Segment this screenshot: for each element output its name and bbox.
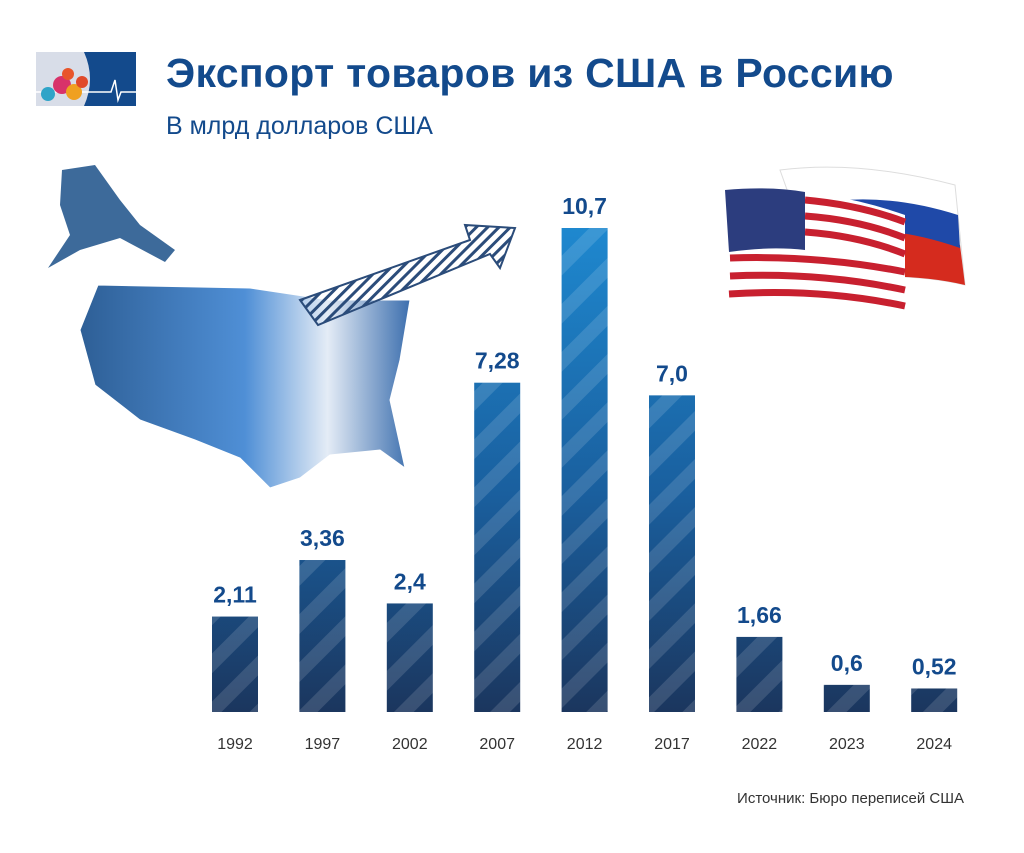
bar-stripes [649,395,695,712]
x-tick-label: 1997 [305,736,341,753]
x-tick-label: 1992 [217,736,253,753]
data-label: 2,11 [213,582,257,608]
x-tick-label: 2017 [654,736,690,753]
x-tick-label: 2023 [829,736,865,753]
us-russia-flags-illustration [725,166,966,310]
chart-title: Экспорт товаров из США в Россию [166,50,894,96]
data-label: 1,66 [737,602,782,628]
data-label: 7,0 [656,360,688,386]
data-label: 10,7 [562,193,607,219]
bar-stripes [386,603,433,712]
x-tick-label: 2007 [479,736,515,753]
data-label: 2,4 [394,568,426,594]
bar-stripes [736,636,783,712]
usa-map-illustration [48,165,517,489]
x-tick-label: 2002 [392,736,428,753]
bar-stripes [474,382,521,712]
logo [36,52,136,106]
x-tick-label: 2012 [567,736,603,753]
source-note: Источник: Бюро переписей США [737,790,964,807]
x-tick-label: 2022 [742,736,778,753]
data-label: 3,36 [300,525,345,551]
bar-stripes [823,684,870,712]
bar-stripes [299,560,346,712]
data-label: 0,6 [831,650,863,676]
bar-stripes [911,688,958,712]
data-label: 0,52 [912,653,957,679]
x-tick-label: 2024 [916,736,952,753]
data-label: 7,28 [475,348,520,374]
bar-stripes [212,616,258,712]
bar-stripes [561,228,608,712]
chart-subtitle: В млрд долларов США [166,112,433,140]
